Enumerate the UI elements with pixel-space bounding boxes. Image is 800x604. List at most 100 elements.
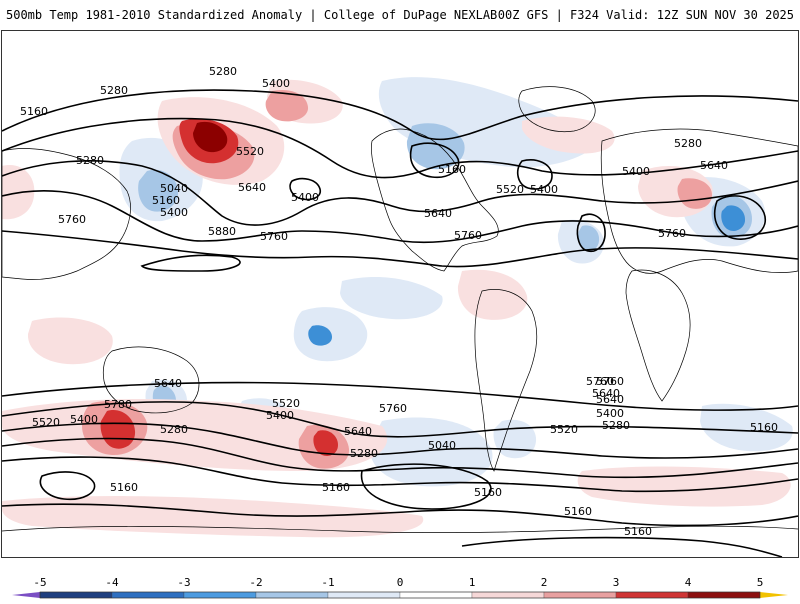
contour-label: 5040 (428, 439, 456, 452)
contour-line (713, 195, 767, 240)
contour-label: 5400 (262, 77, 290, 90)
contour-label: 5760 (58, 213, 86, 226)
anomaly-area (313, 430, 338, 456)
contour-label: 5760 (260, 230, 288, 243)
header: 500mb Temp 1981-2010 Standardized Anomal… (0, 0, 800, 30)
anomaly-area (138, 169, 179, 212)
contour-label: 5400 (530, 183, 558, 196)
north-america-coast (371, 128, 499, 272)
colorbar-bin (39, 591, 113, 599)
map-title: 500mb Temp 1981-2010 Standardized Anomal… (6, 8, 498, 22)
contour-label: 5400 (291, 191, 319, 204)
contour-label: 5160 (438, 163, 466, 176)
colorbar-tick-label: 5 (756, 576, 764, 589)
contour-label: 5760 (454, 229, 482, 242)
anomaly-area (340, 276, 443, 320)
contour-label: 5760 (596, 375, 624, 388)
anomaly-area (193, 121, 228, 153)
colorbar-bin (255, 591, 329, 599)
contour-label: 5760 (658, 227, 686, 240)
contour-label: 5640 (344, 425, 372, 438)
contour-label: 5400 (622, 165, 650, 178)
contour-line (2, 117, 798, 179)
contour-line (2, 456, 798, 493)
colorbar-svg (12, 591, 788, 599)
contour-line (2, 503, 798, 527)
contour-label: 5160 (322, 481, 350, 494)
colorbar-bin (327, 591, 401, 599)
contour-label: 5780 (104, 398, 132, 411)
contour-label: 5160 (624, 525, 652, 538)
contour-label: 5520 (236, 145, 264, 158)
colorbar-bin (687, 591, 761, 599)
run-info: 00Z GFS | F324 Valid: 12Z SUN NOV 30 202… (497, 8, 794, 22)
contour-labels: 5280 5400 5280 5160 5280 5520 5640 5040 … (20, 65, 778, 538)
contour-line (360, 463, 492, 510)
contour-label: 5520 (32, 416, 60, 429)
coastlines (2, 86, 798, 534)
map-canvas[interactable]: 5280 5400 5280 5160 5280 5520 5640 5040 … (2, 31, 798, 557)
anomaly-area (721, 205, 746, 231)
contour-line (2, 422, 798, 459)
colorbar-bin (615, 591, 689, 599)
contour-line (39, 471, 96, 501)
colorbar-bin (183, 591, 257, 599)
colorbar-tick-label: 0 (396, 576, 404, 589)
colorbar-tick-label: -2 (249, 576, 263, 589)
contour-label: 5640 (700, 159, 728, 172)
colorbar-tick-label: -3 (177, 576, 191, 589)
contour-label: 5160 (152, 194, 180, 207)
contour-label: 5160 (474, 486, 502, 499)
contour-label: 5520 (496, 183, 524, 196)
colorbar-tick-label: -1 (321, 576, 335, 589)
contour-line (461, 536, 783, 557)
contour-label: 5160 (20, 105, 48, 118)
colorbar-tick-label: 4 (684, 576, 692, 589)
contour-label: 5280 (76, 154, 104, 167)
contour-line (2, 401, 798, 438)
contour-label: 5640 (424, 207, 452, 220)
colorbar-bin (471, 591, 545, 599)
contour-label: 5280 (160, 423, 188, 436)
anomaly-area (2, 496, 424, 538)
contour-line (140, 254, 241, 272)
contour-label: 5280 (209, 65, 237, 78)
anomaly-area (577, 466, 791, 507)
colorbar-tick-label: 2 (540, 576, 548, 589)
contour-label: 5400 (596, 407, 624, 420)
contour-line (516, 159, 553, 190)
colorbar-tick-label: 3 (612, 576, 620, 589)
antarctica-coast (2, 525, 798, 534)
anomaly-area (406, 123, 465, 170)
map-panel[interactable]: 5280 5400 5280 5160 5280 5520 5640 5040 … (1, 30, 799, 558)
contour-label: 5160 (110, 481, 138, 494)
contour-label: 5520 (272, 397, 300, 410)
contour-line (576, 213, 606, 253)
contour-label: 5520 (550, 423, 578, 436)
height-contours (2, 89, 798, 557)
contour-label: 5760 (379, 402, 407, 415)
contour-label: 5640 (592, 387, 620, 400)
contour-label: 5760 (586, 375, 614, 388)
greenland-coast (518, 86, 596, 133)
anomaly-area (265, 89, 309, 122)
contour-label: 5160 (564, 505, 592, 518)
contour-label: 5280 (350, 447, 378, 460)
contour-label: 5640 (238, 181, 266, 194)
contour-label: 5400 (266, 409, 294, 422)
colorbar-outline (39, 591, 761, 599)
colorbar-bin (399, 591, 473, 599)
australia-coast (102, 346, 200, 414)
contour-label: 5400 (160, 206, 188, 219)
contour-label: 5400 (70, 413, 98, 426)
eurasia-coast (600, 128, 798, 274)
colorbar-tick-label: -4 (105, 576, 119, 589)
south-america-coast (474, 289, 538, 472)
contour-line (409, 142, 460, 179)
contour-label: 5880 (208, 225, 236, 238)
colorbar-tick-label: -5 (33, 576, 47, 589)
anomaly-area (457, 269, 528, 320)
colorbar-bin (111, 591, 185, 599)
colorbar-low-cap (12, 592, 40, 598)
colorbar (0, 560, 800, 600)
